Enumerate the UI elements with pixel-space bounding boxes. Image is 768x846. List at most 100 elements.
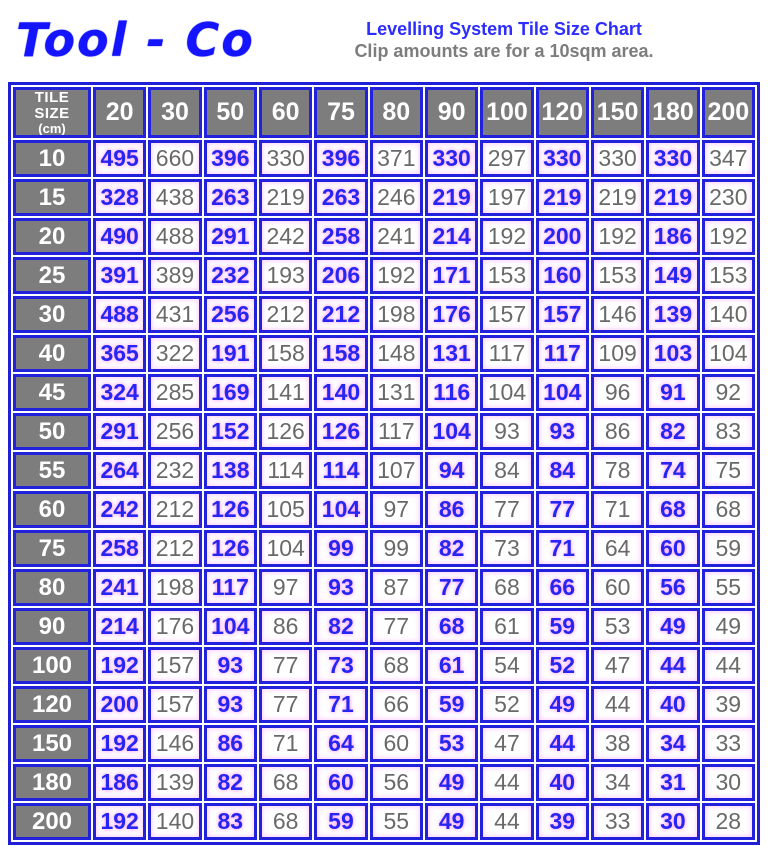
clip-count-cell: 212	[258, 296, 313, 334]
row-header-200: 200	[13, 803, 91, 841]
table-row-150: 150 192 146 86 71 64 60 53 47 44 38 34 33	[13, 725, 755, 763]
clip-count-cell: 93	[203, 686, 257, 724]
clip-count-cell: 131	[424, 335, 479, 373]
clip-count-cell: 139	[646, 296, 700, 334]
row-header-120: 120	[13, 686, 91, 724]
chart-title: Levelling System Tile Size Chart	[366, 18, 642, 39]
clip-count-cell: 68	[646, 491, 700, 529]
clip-count-cell: 91	[646, 374, 700, 412]
clip-count-cell: 219	[646, 179, 700, 217]
clip-count-cell: 191	[203, 335, 257, 373]
clip-count-cell: 242	[258, 218, 313, 256]
clip-count-cell: 40	[535, 764, 589, 802]
clip-count-cell: 96	[590, 374, 645, 412]
clip-count-cell: 61	[480, 608, 534, 646]
clip-count-cell: 82	[203, 764, 257, 802]
clip-count-cell: 93	[480, 413, 534, 451]
clip-count-cell: 192	[369, 257, 423, 295]
table-row-45: 45 324 285 169 141 140 131 116 104 104 96 91 92	[13, 374, 755, 412]
clip-count-cell: 68	[480, 569, 534, 607]
column-header-60: 60	[258, 87, 313, 139]
clip-count-cell: 68	[424, 608, 479, 646]
clip-count-cell: 330	[258, 140, 313, 178]
clip-count-cell: 83	[203, 803, 257, 841]
column-header-150: 150	[590, 87, 645, 139]
clip-count-cell: 31	[646, 764, 700, 802]
clip-count-cell: 82	[646, 413, 700, 451]
clip-count-cell: 104	[314, 491, 368, 529]
clip-count-cell: 171	[424, 257, 479, 295]
clip-count-cell: 97	[369, 491, 423, 529]
table-row-75: 75 258 212 126 104 99 99 82 73 71 64 60 59	[13, 530, 755, 568]
clip-count-cell: 146	[590, 296, 645, 334]
clip-count-cell: 59	[535, 608, 589, 646]
clip-count-cell: 219	[590, 179, 645, 217]
corner-label-line1: TILE SIZE	[34, 89, 70, 122]
company-logo: Tool - Co	[16, 13, 255, 67]
clip-count-cell: 192	[701, 218, 755, 256]
clip-count-cell: 297	[480, 140, 534, 178]
row-header-40: 40	[13, 335, 91, 373]
clip-count-cell: 186	[93, 764, 147, 802]
clip-count-cell: 47	[590, 647, 645, 685]
clip-count-cell: 148	[369, 335, 423, 373]
clip-count-cell: 93	[203, 647, 257, 685]
clip-count-cell: 92	[701, 374, 755, 412]
clip-count-cell: 263	[203, 179, 257, 217]
clip-count-cell: 193	[258, 257, 313, 295]
clip-count-cell: 488	[148, 218, 202, 256]
table-row-25: 25 391 389 232 193 206 192 171 153 160 153 149 153	[13, 257, 755, 295]
row-header-100: 100	[13, 647, 91, 685]
clip-count-cell: 47	[480, 725, 534, 763]
row-header-150: 150	[13, 725, 91, 763]
clip-count-cell: 97	[258, 569, 313, 607]
column-header-75: 75	[314, 87, 368, 139]
clip-count-cell: 328	[93, 179, 147, 217]
clip-count-cell: 192	[480, 218, 534, 256]
clip-count-cell: 212	[148, 530, 202, 568]
clip-count-cell: 117	[535, 335, 589, 373]
column-header-20: 20	[93, 87, 147, 139]
clip-count-cell: 84	[535, 452, 589, 490]
clip-count-cell: 117	[203, 569, 257, 607]
clip-count-cell: 186	[646, 218, 700, 256]
clip-count-cell: 68	[369, 647, 423, 685]
clip-count-cell: 71	[258, 725, 313, 763]
clip-count-cell: 60	[314, 764, 368, 802]
clip-count-cell: 60	[590, 569, 645, 607]
clip-count-cell: 324	[93, 374, 147, 412]
clip-count-cell: 139	[148, 764, 202, 802]
column-header-90: 90	[424, 87, 479, 139]
clip-count-cell: 365	[93, 335, 147, 373]
clip-count-cell: 197	[480, 179, 534, 217]
table-row-10: 10 495 660 396 330 396 371 330 297 330 330 330 347	[13, 140, 755, 178]
clip-count-cell: 77	[258, 647, 313, 685]
row-header-55: 55	[13, 452, 91, 490]
row-header-90: 90	[13, 608, 91, 646]
clip-count-cell: 77	[258, 686, 313, 724]
clip-count-cell: 242	[93, 491, 147, 529]
clip-count-cell: 230	[701, 179, 755, 217]
clip-count-cell: 232	[148, 452, 202, 490]
clip-count-cell: 322	[148, 335, 202, 373]
clip-count-cell: 55	[701, 569, 755, 607]
clip-count-cell: 49	[424, 764, 479, 802]
clip-count-cell: 73	[314, 647, 368, 685]
clip-count-cell: 104	[258, 530, 313, 568]
clip-count-cell: 149	[646, 257, 700, 295]
clip-count-cell: 68	[701, 491, 755, 529]
clip-count-cell: 169	[203, 374, 257, 412]
clip-count-cell: 157	[148, 647, 202, 685]
clip-count-cell: 200	[535, 218, 589, 256]
clip-count-cell: 131	[369, 374, 423, 412]
clip-count-cell: 146	[148, 725, 202, 763]
clip-count-cell: 396	[203, 140, 257, 178]
clip-count-cell: 66	[535, 569, 589, 607]
clip-count-cell: 86	[203, 725, 257, 763]
table-row-90: 90 214 176 104 86 82 77 68 61 59 53 49 49	[13, 608, 755, 646]
clip-count-cell: 126	[203, 491, 257, 529]
clip-count-cell: 126	[314, 413, 368, 451]
row-header-180: 180	[13, 764, 91, 802]
clip-count-cell: 82	[424, 530, 479, 568]
